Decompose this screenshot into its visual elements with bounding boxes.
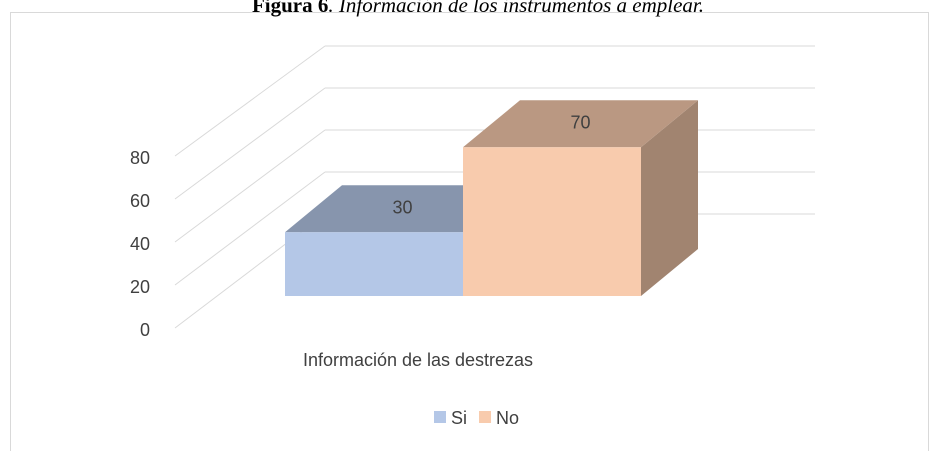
bar: [285, 232, 463, 296]
y-tick-label: 40: [130, 234, 150, 254]
data-label: 30: [392, 198, 412, 218]
legend-swatch: [434, 411, 446, 423]
x-tick-label: Información de las destrezas: [303, 350, 533, 370]
y-tick-label: 20: [130, 277, 150, 297]
bar-side: [641, 100, 698, 296]
legend-swatch: [479, 411, 492, 423]
grid-line: [174, 87, 326, 200]
y-tick-label: 80: [130, 148, 150, 168]
figure-label: Figura 6: [252, 0, 328, 17]
grid-line: [174, 129, 326, 243]
chart-title-line: Figura 6. Información de los instrumento…: [252, 0, 704, 17]
legend-label: Si: [451, 408, 467, 428]
y-tick-label: 60: [130, 191, 150, 211]
bar-top: [463, 100, 698, 148]
grid-line: [174, 45, 326, 157]
y-tick-label: 0: [140, 320, 150, 340]
bar: [463, 147, 641, 296]
grid-line: [174, 171, 326, 286]
bar-top: [285, 185, 520, 233]
chart-title: . Información de los instrumentos a empl…: [328, 0, 704, 17]
data-label: 70: [570, 113, 590, 133]
legend-label: No: [496, 408, 519, 428]
